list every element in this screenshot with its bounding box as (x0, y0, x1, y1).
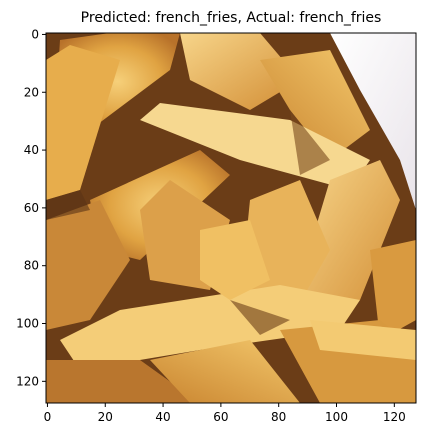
y-tick-label: 80 (24, 259, 39, 273)
french-fries-photo (46, 33, 416, 403)
axes-frame (45, 32, 417, 404)
x-tick-label: 80 (271, 410, 286, 424)
y-tick-label: 120 (16, 374, 39, 388)
y-tick-label: 60 (24, 201, 39, 215)
x-tick-label: 60 (213, 410, 228, 424)
y-tick-label: 0 (31, 27, 39, 41)
y-tick-label: 40 (24, 143, 39, 157)
x-tick-label: 120 (383, 410, 406, 424)
x-axis: 0 20 40 60 80 100 120 (44, 403, 406, 424)
x-tick-label: 40 (155, 410, 170, 424)
x-tick-label: 20 (98, 410, 113, 424)
figure-title: Predicted: french_fries, Actual: french_… (81, 10, 382, 26)
y-tick-label: 100 (16, 317, 39, 331)
y-axis: 0 20 40 60 80 100 120 (16, 27, 46, 388)
x-tick-label: 100 (325, 410, 348, 424)
x-tick-label: 0 (44, 410, 52, 424)
y-tick-label: 20 (24, 85, 39, 99)
